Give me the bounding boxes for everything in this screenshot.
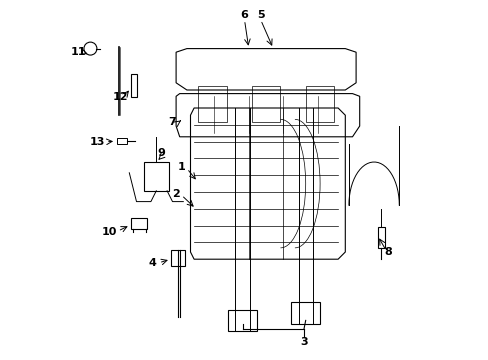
Bar (131, 218, 147, 229)
Text: 7: 7 (168, 117, 176, 127)
Text: 4: 4 (148, 258, 156, 268)
Bar (251, 86, 280, 122)
Bar (291, 302, 320, 324)
Bar (170, 250, 185, 266)
Bar (197, 86, 226, 122)
Text: 12: 12 (112, 92, 128, 102)
Text: 10: 10 (102, 227, 117, 237)
Text: 11: 11 (71, 47, 86, 57)
Text: 9: 9 (158, 148, 165, 158)
Bar (228, 310, 257, 331)
Text: 5: 5 (256, 10, 264, 20)
Text: 8: 8 (384, 247, 391, 257)
Text: 1: 1 (177, 162, 185, 172)
Bar (117, 138, 127, 144)
Text: 3: 3 (300, 337, 307, 347)
Bar (131, 74, 136, 97)
Text: 6: 6 (240, 10, 248, 20)
Text: 2: 2 (172, 189, 180, 199)
Bar (143, 162, 168, 191)
Bar (377, 227, 384, 248)
Text: 13: 13 (89, 137, 104, 147)
Bar (305, 86, 334, 122)
